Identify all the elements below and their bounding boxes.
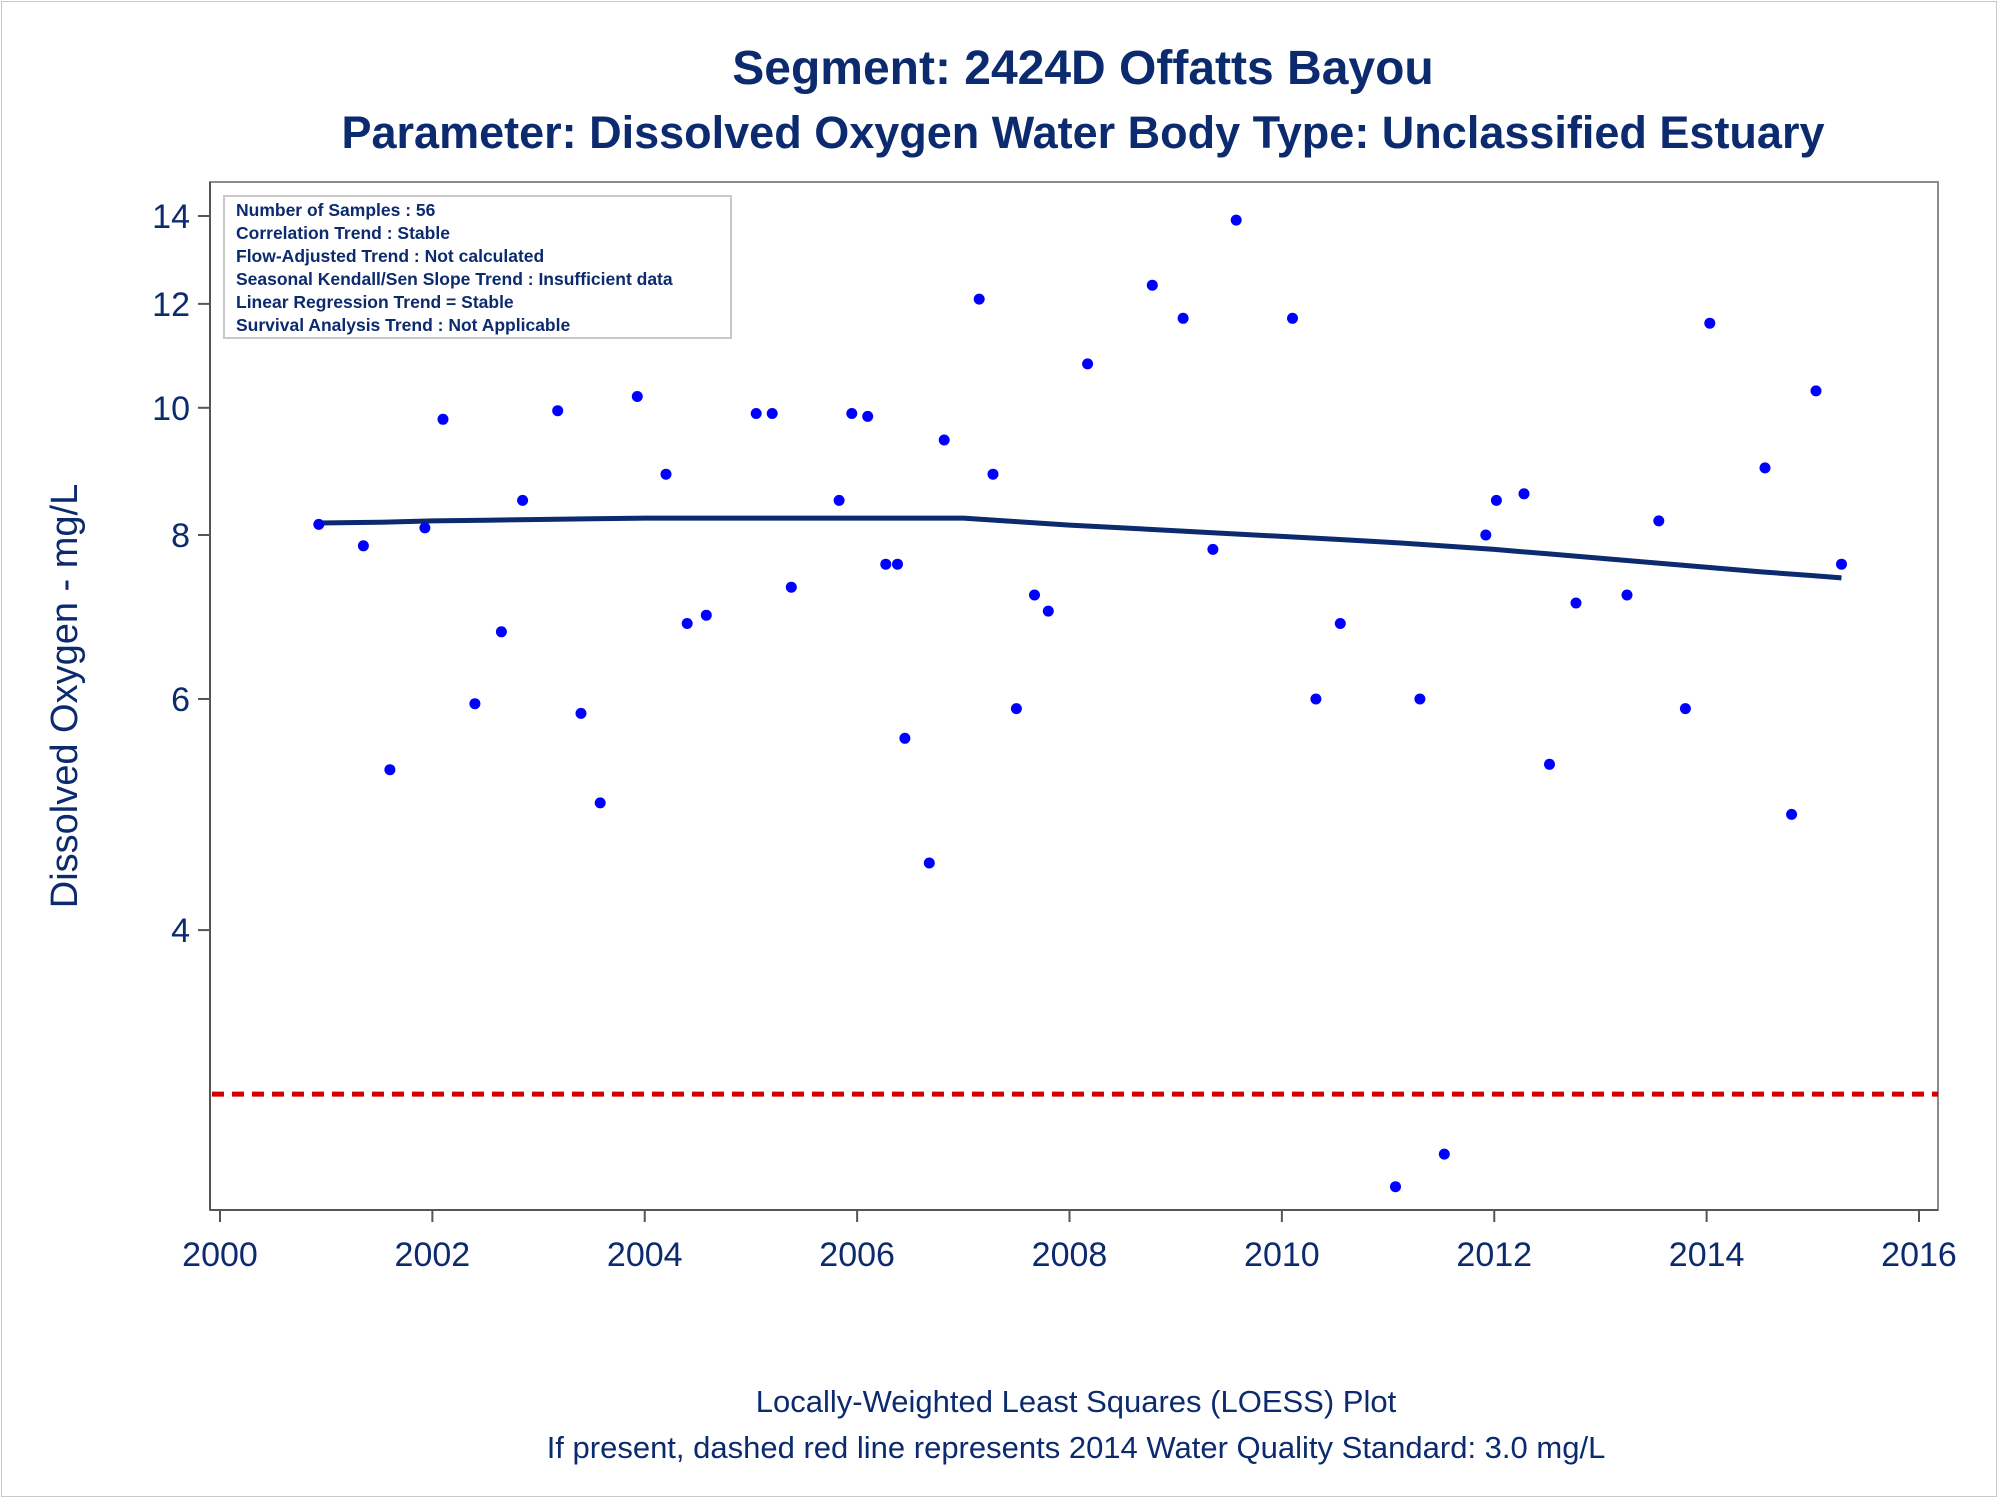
data-point	[880, 558, 892, 570]
x-tick-label: 2008	[1032, 1236, 1108, 1274]
data-point	[987, 468, 999, 480]
data-point	[1207, 543, 1219, 555]
data-point	[1759, 462, 1771, 474]
data-point	[631, 391, 643, 402]
data-point	[1177, 312, 1189, 324]
data-point	[892, 558, 903, 570]
trend-summary-box: Number of Samples : 56 Correlation Trend…	[223, 195, 732, 339]
data-point	[1029, 589, 1040, 601]
data-point	[899, 732, 911, 744]
chart-title: Segment: 2424D Offatts Bayou	[732, 42, 1434, 95]
x-tick-label: 2004	[607, 1236, 683, 1274]
data-point	[1310, 693, 1322, 705]
footnote-standard: If present, dashed red line represents 2…	[547, 1430, 1606, 1465]
y-axis: 4 6 8 10 12 14	[152, 182, 211, 1210]
data-point	[594, 797, 606, 809]
x-tick-label: 2006	[819, 1236, 895, 1274]
data-point	[552, 405, 564, 417]
data-point	[1810, 385, 1822, 397]
y-tick-label: 6	[171, 681, 190, 719]
data-point	[700, 609, 712, 621]
data-point	[833, 494, 845, 506]
data-point	[1621, 589, 1633, 601]
data-point	[517, 494, 529, 506]
x-tick-label: 2012	[1456, 1236, 1532, 1274]
footnote-method: Locally-Weighted Least Squares (LOESS) P…	[756, 1384, 1397, 1419]
data-point	[1042, 605, 1054, 617]
inset-line-linear-regression: Linear Regression Trend = Stable	[236, 292, 514, 312]
inset-line-correlation: Correlation Trend : Stable	[236, 223, 450, 243]
data-point	[1230, 214, 1242, 226]
data-point	[1679, 703, 1691, 715]
data-point	[1653, 515, 1665, 527]
y-tick-label: 8	[171, 517, 190, 555]
data-point	[1570, 597, 1582, 609]
data-point	[1518, 488, 1530, 500]
data-point	[1287, 312, 1298, 324]
data-point	[495, 626, 507, 638]
data-point	[1146, 279, 1158, 291]
data-point	[1082, 358, 1094, 370]
loess-line	[318, 515, 1842, 581]
inset-line-flow-adjusted: Flow-Adjusted Trend : Not calculated	[236, 246, 544, 266]
data-point	[1438, 1148, 1450, 1160]
data-point	[1544, 758, 1555, 770]
data-point	[1786, 808, 1798, 820]
data-points	[313, 206, 1847, 1193]
data-point	[681, 618, 693, 629]
y-tick-label: 14	[152, 198, 190, 236]
data-point	[1480, 529, 1492, 541]
inset-line-survival: Survival Analysis Trend : Not Applicable	[236, 315, 570, 335]
y-axis-title: Dissolved Oxygen - mg/L	[44, 484, 86, 909]
data-point	[469, 698, 481, 710]
x-tick-label: 2010	[1244, 1236, 1320, 1274]
x-tick-label: 2016	[1881, 1236, 1957, 1274]
data-point	[419, 522, 431, 534]
trend-summary-border	[223, 195, 732, 339]
x-tick-label: 2000	[182, 1236, 258, 1274]
y-tick-label: 12	[152, 286, 190, 324]
data-point	[862, 410, 874, 422]
data-point	[1334, 618, 1346, 629]
data-point	[923, 857, 935, 869]
data-point	[1414, 693, 1426, 705]
data-point	[384, 764, 396, 776]
data-point	[973, 293, 985, 305]
y-tick-label: 10	[152, 390, 190, 428]
chart-subtitle: Parameter: Dissolved Oxygen Water Body T…	[341, 107, 1824, 158]
data-point	[785, 581, 797, 593]
x-tick-label: 2014	[1669, 1236, 1745, 1274]
data-point	[1704, 317, 1716, 329]
data-point	[846, 408, 858, 419]
data-point	[357, 540, 369, 552]
data-point	[1390, 1181, 1401, 1193]
data-point	[1490, 494, 1502, 506]
inset-line-samples: Number of Samples : 56	[236, 200, 436, 220]
data-point	[437, 413, 449, 425]
data-point	[660, 468, 672, 480]
y-tick-label: 4	[171, 912, 190, 950]
x-tick-label: 2002	[395, 1236, 471, 1274]
x-axis: 2000 2002 2004 2006 2008 2010 2012 2014 2016	[182, 1209, 1957, 1274]
data-point	[1010, 703, 1022, 715]
data-point	[750, 408, 762, 419]
data-point	[313, 518, 325, 530]
data-point	[575, 707, 587, 719]
data-point	[1836, 558, 1847, 570]
data-point	[766, 408, 778, 419]
data-point	[938, 434, 950, 446]
inset-line-seasonal-kendall: Seasonal Kendall/Sen Slope Trend : Insuf…	[236, 269, 673, 289]
